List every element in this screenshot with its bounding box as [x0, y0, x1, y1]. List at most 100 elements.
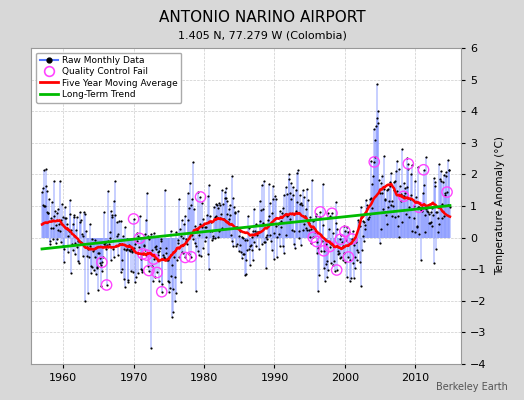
Point: [238, 234, 247, 241]
Point: [105, 229, 114, 236]
Point: [215, 200, 223, 206]
Point: [342, 237, 350, 243]
Point: [70, 212, 78, 218]
Point: [257, 207, 265, 213]
Point: [377, 180, 385, 186]
Point: [353, 246, 362, 253]
Point: [314, 245, 322, 251]
Point: [362, 197, 370, 204]
Point: [339, 256, 347, 263]
Point: [280, 250, 288, 257]
Point: [414, 164, 422, 170]
Point: [201, 224, 210, 230]
Point: [247, 246, 256, 253]
Point: [382, 212, 390, 218]
Point: [228, 238, 236, 244]
Point: [252, 221, 260, 227]
Point: [413, 204, 422, 211]
Point: [223, 211, 231, 218]
Point: [214, 228, 223, 234]
Point: [405, 204, 413, 210]
Point: [435, 160, 444, 167]
Point: [331, 220, 340, 226]
Point: [123, 236, 132, 242]
Point: [324, 266, 332, 273]
Point: [151, 274, 159, 280]
Point: [441, 192, 450, 198]
Point: [224, 218, 232, 225]
Point: [184, 217, 192, 224]
Point: [196, 220, 204, 227]
Point: [85, 243, 94, 250]
Point: [389, 203, 397, 209]
Point: [94, 250, 103, 256]
Point: [236, 241, 244, 248]
Point: [318, 238, 326, 244]
Point: [336, 254, 345, 261]
Point: [73, 244, 81, 250]
Point: [127, 268, 135, 274]
Point: [50, 213, 59, 220]
Point: [253, 232, 261, 238]
Point: [148, 263, 157, 270]
Point: [354, 217, 362, 224]
Point: [372, 123, 380, 129]
Point: [139, 242, 148, 248]
Point: [156, 236, 165, 242]
Point: [234, 232, 243, 239]
Point: [371, 154, 379, 161]
Point: [322, 260, 330, 267]
Point: [75, 219, 84, 226]
Point: [58, 243, 67, 249]
Point: [249, 228, 257, 234]
Point: [94, 286, 102, 293]
Point: [297, 242, 305, 248]
Point: [296, 191, 304, 198]
Point: [320, 265, 329, 271]
Point: [242, 257, 250, 264]
Point: [365, 214, 373, 220]
Point: [67, 270, 75, 276]
Point: [418, 208, 427, 214]
Point: [260, 239, 269, 245]
Point: [412, 222, 421, 229]
Point: [398, 219, 406, 226]
Point: [397, 191, 406, 197]
Point: [65, 228, 73, 234]
Point: [281, 211, 289, 217]
Point: [76, 208, 84, 215]
Point: [289, 184, 298, 190]
Point: [255, 246, 263, 252]
Point: [315, 272, 323, 278]
Point: [321, 278, 329, 284]
Point: [169, 286, 178, 292]
Point: [384, 204, 392, 210]
Point: [266, 200, 274, 207]
Point: [404, 161, 412, 167]
Point: [141, 217, 150, 223]
Point: [188, 232, 196, 238]
Point: [409, 197, 417, 203]
Point: [149, 256, 158, 262]
Point: [180, 213, 189, 219]
Point: [192, 242, 201, 249]
Point: [164, 257, 172, 263]
Text: Berkeley Earth: Berkeley Earth: [436, 382, 508, 392]
Point: [203, 212, 211, 218]
Point: [171, 298, 179, 304]
Point: [139, 251, 147, 257]
Point: [326, 241, 335, 247]
Point: [375, 177, 383, 184]
Point: [299, 227, 307, 233]
Point: [133, 230, 141, 236]
Point: [130, 278, 139, 285]
Point: [187, 254, 195, 260]
Point: [358, 218, 367, 224]
Point: [175, 195, 183, 202]
Point: [325, 243, 334, 250]
Point: [251, 228, 259, 234]
Point: [419, 166, 428, 173]
Point: [360, 238, 368, 244]
Point: [138, 266, 147, 273]
Point: [226, 212, 234, 218]
